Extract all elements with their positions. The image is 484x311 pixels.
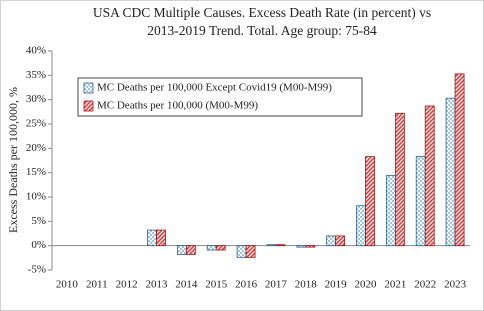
y-tick-label: 5% <box>31 215 46 227</box>
x-tick-label: 2022 <box>414 279 436 291</box>
x-tick-label: 2010 <box>56 279 79 291</box>
y-tick-label: 0% <box>31 239 46 251</box>
bar <box>275 244 286 247</box>
bar <box>454 73 465 247</box>
chart-title: 2013-2019 Trend. Total. Age group: 75-84 <box>147 23 377 38</box>
legend-label: MC Deaths per 100,000 Except Covid19 (M0… <box>97 82 332 94</box>
bar <box>266 244 277 247</box>
bar <box>445 97 456 247</box>
bar <box>365 156 375 247</box>
x-tick-label: 2011 <box>86 279 108 291</box>
bar <box>147 229 157 247</box>
x-tick-label: 2012 <box>116 279 138 291</box>
x-tick-label: 2015 <box>205 279 228 291</box>
bar <box>176 245 187 255</box>
bar <box>206 245 217 251</box>
bar <box>215 245 226 251</box>
bar <box>305 245 316 248</box>
y-axis-label: Excess Deaths per 100,000, % <box>6 87 20 233</box>
legend-swatch <box>83 82 94 94</box>
bar <box>296 245 307 248</box>
y-tick-label: 20% <box>26 142 46 154</box>
y-tick-label: 10% <box>26 191 46 203</box>
x-tick-label: 2018 <box>295 279 318 291</box>
bar <box>385 175 396 247</box>
x-tick-label: 2014 <box>175 279 198 291</box>
y-tick-label: -5% <box>28 264 46 276</box>
y-tick-label: 40% <box>26 45 46 57</box>
x-tick-label: 2019 <box>325 279 348 291</box>
chart-title: USA CDC Multiple Causes. Excess Death Ra… <box>93 5 431 20</box>
x-tick-label: 2013 <box>146 279 169 291</box>
y-tick-label: 25% <box>26 118 46 130</box>
x-tick-label: 2023 <box>444 279 467 291</box>
bar <box>245 245 256 258</box>
y-tick-label: 30% <box>26 93 46 105</box>
legend-label: MC Deaths per 100,000 (M00-M99) <box>97 100 258 112</box>
y-tick-label: 15% <box>26 166 46 178</box>
y-tick-label: 35% <box>26 69 46 81</box>
x-tick-label: 2020 <box>355 279 378 291</box>
x-tick-label: 2021 <box>384 279 406 291</box>
bar <box>156 229 166 247</box>
bar <box>185 245 196 255</box>
bar <box>394 112 405 247</box>
x-tick-label: 2016 <box>235 279 258 291</box>
bar <box>236 245 247 258</box>
legend-box <box>77 77 363 117</box>
bar <box>335 235 346 247</box>
bar <box>415 156 426 247</box>
legend-swatch <box>83 100 94 112</box>
bar <box>326 235 337 247</box>
bar <box>356 205 366 247</box>
bar <box>424 105 435 247</box>
x-tick-label: 2017 <box>265 279 288 291</box>
